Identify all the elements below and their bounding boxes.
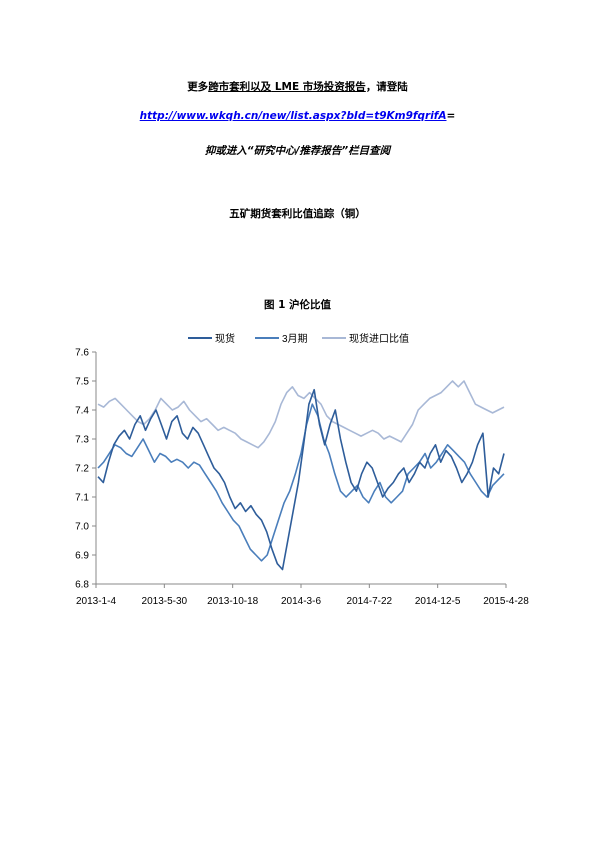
report-link-intro: 更多跨市套利以及 LME 市场投资报告，请登陆 xyxy=(0,79,595,94)
x-tick-label: 2014-3-6 xyxy=(281,596,321,607)
research-center-note: 抑或进入“研究中心/推荐报告”栏目查阅 xyxy=(204,145,391,157)
series-line xyxy=(97,403,505,562)
x-tick-label: 2013-5-30 xyxy=(142,596,188,607)
y-tick-label: 7.5 xyxy=(75,377,89,388)
y-tick-label: 7.0 xyxy=(75,522,89,533)
y-tick-label: 6.8 xyxy=(75,580,89,591)
chart-title: 图 1 沪伦比值 xyxy=(263,299,332,311)
y-tick-label: 7.4 xyxy=(75,406,89,417)
legend-label: 3月期 xyxy=(282,333,308,345)
legend-label: 现货进口比值 xyxy=(349,332,409,345)
x-tick-label: 2014-12-5 xyxy=(415,596,461,607)
series-line xyxy=(97,380,505,449)
intro-text-3: ，请登陆 xyxy=(365,81,408,93)
chart-axes: 6.8 6.9 7.0 7.1 7.2 7.3 7.4 7.5 7.6 2013-1-4 2013-… xyxy=(75,348,529,608)
y-tick-label: 7.2 xyxy=(75,464,89,475)
intro-text-1: 更多 xyxy=(187,81,209,93)
chart-legend: 现货 3月期 现货进口比值 xyxy=(188,332,409,345)
intro-text-2: LME 市场投资报告 xyxy=(271,81,366,93)
x-tick-label: 2013-1-4 xyxy=(76,596,116,607)
x-tick-label: 2014-7-22 xyxy=(347,596,393,607)
y-tick-label: 7.1 xyxy=(75,493,89,504)
chart-series xyxy=(97,380,505,571)
y-tick-label: 6.9 xyxy=(75,551,89,562)
ratio-line-chart: 现货 3月期 现货进口比值 6.8 6.9 7.0 7.1 7.2 7.3 7.4 7.5 7.6 2… xyxy=(75,332,529,608)
url-suffix: = xyxy=(446,110,456,122)
section-title: 五矿期货套利比值追踪（铜） xyxy=(229,208,366,220)
y-tick-label: 7.3 xyxy=(75,435,89,446)
legend-label: 现货 xyxy=(215,332,235,345)
report-url-line: http://www.wkqh.cn/new/list.aspx?bId=t9K… xyxy=(0,110,595,122)
series-line xyxy=(97,388,505,571)
x-tick-label: 2015-4-28 xyxy=(483,596,529,607)
report-url-link[interactable]: http://www.wkqh.cn/new/list.aspx?bId=t9K… xyxy=(139,110,447,122)
intro-text-underlined: 跨市套利以及 xyxy=(208,81,272,93)
y-tick-label: 7.6 xyxy=(75,348,89,359)
x-tick-label: 2013-10-18 xyxy=(207,596,259,607)
